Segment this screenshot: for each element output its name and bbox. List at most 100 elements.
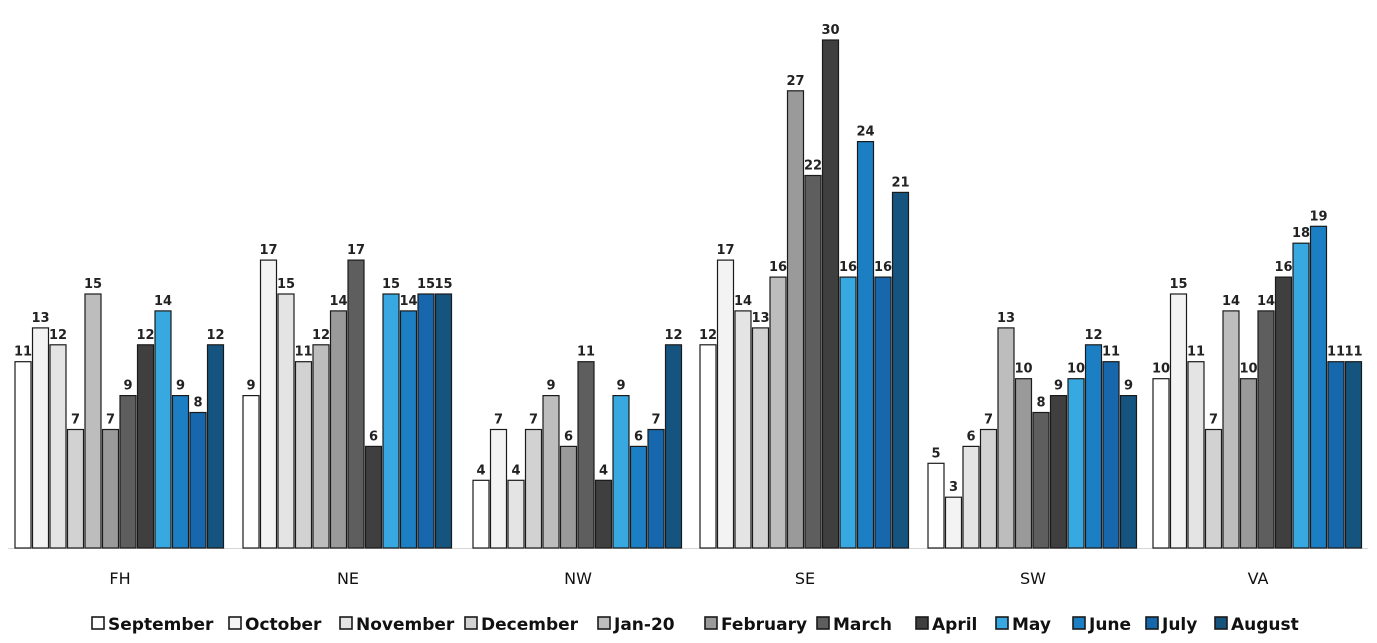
bar-va-october bbox=[1169, 293, 1188, 549]
data-label: 12 bbox=[1084, 328, 1102, 343]
legend-label: March bbox=[833, 615, 892, 635]
bar-ne-june bbox=[399, 310, 418, 549]
data-label: 15 bbox=[1169, 277, 1187, 292]
bar-nw-july bbox=[647, 428, 665, 549]
bar-fh-december bbox=[66, 428, 85, 549]
bar-ne-march bbox=[347, 259, 365, 549]
bar-se-jan-20 bbox=[769, 276, 787, 549]
data-label: 10 bbox=[1014, 362, 1032, 377]
data-label: 14 bbox=[1222, 294, 1240, 309]
bar-se-august bbox=[891, 191, 910, 549]
data-label: 17 bbox=[716, 243, 734, 258]
bar-sw-may bbox=[1067, 378, 1085, 549]
data-label: 18 bbox=[1292, 226, 1310, 241]
bar-ne-july bbox=[417, 293, 435, 549]
data-label: 7 bbox=[106, 413, 115, 428]
data-label: 12 bbox=[206, 328, 224, 343]
data-label: 7 bbox=[984, 413, 993, 428]
data-label: 7 bbox=[651, 413, 660, 428]
legend-label: Jan-20 bbox=[613, 615, 675, 635]
data-label: 16 bbox=[839, 260, 857, 275]
category-labels-layer: FH NE NW SE SW VA bbox=[109, 569, 1268, 588]
data-label: 15 bbox=[434, 277, 452, 292]
bar-se-september bbox=[699, 344, 717, 549]
bar-nw-october bbox=[489, 428, 508, 549]
data-label: 9 bbox=[1124, 379, 1133, 394]
bar-se-march bbox=[804, 174, 822, 549]
bar-nw-march bbox=[577, 361, 595, 549]
data-label: 11 bbox=[1102, 345, 1120, 360]
data-label: 6 bbox=[966, 429, 975, 444]
data-label: 7 bbox=[529, 413, 538, 428]
bar-fh-jan-20 bbox=[84, 293, 102, 549]
data-label: 15 bbox=[84, 277, 102, 292]
bar-nw-december bbox=[524, 428, 543, 549]
data-label: 4 bbox=[599, 463, 608, 478]
bar-sw-december bbox=[979, 428, 998, 549]
legend-label: October bbox=[245, 615, 322, 635]
data-label: 7 bbox=[71, 413, 80, 428]
bar-nw-august bbox=[664, 344, 683, 549]
bar-ne-february bbox=[329, 310, 348, 549]
data-label: 15 bbox=[417, 277, 435, 292]
bar-ne-september bbox=[242, 395, 260, 549]
bar-sw-october bbox=[944, 496, 963, 549]
category-label: NW bbox=[564, 569, 592, 588]
legend-label: April bbox=[932, 615, 977, 635]
bar-fh-november bbox=[49, 344, 67, 549]
bar-sw-april bbox=[1049, 395, 1068, 549]
bar-va-december bbox=[1204, 428, 1223, 549]
bar-va-july bbox=[1327, 361, 1345, 549]
data-label: 15 bbox=[382, 277, 400, 292]
data-label: 14 bbox=[734, 294, 752, 309]
bar-fh-october bbox=[31, 327, 50, 549]
bar-ne-december bbox=[294, 361, 313, 549]
data-label: 11 bbox=[1327, 345, 1345, 360]
data-label: 12 bbox=[664, 328, 682, 343]
bar-sw-july bbox=[1102, 361, 1120, 549]
data-label: 27 bbox=[786, 74, 804, 89]
bar-se-october bbox=[716, 259, 735, 549]
bar-fh-august bbox=[206, 344, 225, 549]
data-label: 11 bbox=[577, 345, 595, 360]
legend-swatch bbox=[995, 616, 1009, 630]
bar-va-jan-20 bbox=[1222, 310, 1240, 549]
bar-nw-november bbox=[507, 479, 525, 549]
bar-ne-may bbox=[382, 293, 400, 549]
legend-label: February bbox=[721, 615, 807, 635]
data-label: 14 bbox=[154, 294, 172, 309]
data-label: 14 bbox=[329, 294, 347, 309]
data-label: 13 bbox=[751, 311, 769, 326]
bar-sw-september bbox=[927, 462, 945, 549]
data-label: 12 bbox=[312, 328, 330, 343]
bar-se-april bbox=[821, 39, 840, 549]
bar-se-may bbox=[839, 276, 857, 549]
legend-label: May bbox=[1012, 615, 1051, 635]
legend-label: November bbox=[356, 615, 455, 635]
bar-sw-august bbox=[1119, 395, 1138, 549]
data-label: 9 bbox=[616, 379, 625, 394]
bar-fh-june bbox=[171, 395, 190, 549]
data-label: 13 bbox=[997, 311, 1015, 326]
data-label: 10 bbox=[1239, 362, 1257, 377]
bar-se-november bbox=[734, 310, 752, 549]
bar-ne-november bbox=[277, 293, 295, 549]
legend-swatch bbox=[91, 616, 105, 630]
bar-se-december bbox=[751, 327, 770, 549]
category-label: FH bbox=[109, 569, 130, 588]
data-label: 9 bbox=[1054, 379, 1063, 394]
data-label: 24 bbox=[856, 125, 874, 140]
data-label: 9 bbox=[546, 379, 555, 394]
legend-swatch bbox=[464, 616, 478, 630]
category-label: VA bbox=[1248, 569, 1269, 588]
data-label: 6 bbox=[369, 429, 378, 444]
bar-nw-april bbox=[594, 479, 613, 549]
data-label: 10 bbox=[1152, 362, 1170, 377]
data-label: 17 bbox=[259, 243, 277, 258]
bar-ne-april bbox=[364, 445, 383, 549]
data-label: 11 bbox=[1344, 345, 1362, 360]
bar-nw-february bbox=[559, 445, 578, 549]
data-label: 6 bbox=[634, 429, 643, 444]
legend-label: September bbox=[108, 615, 214, 635]
